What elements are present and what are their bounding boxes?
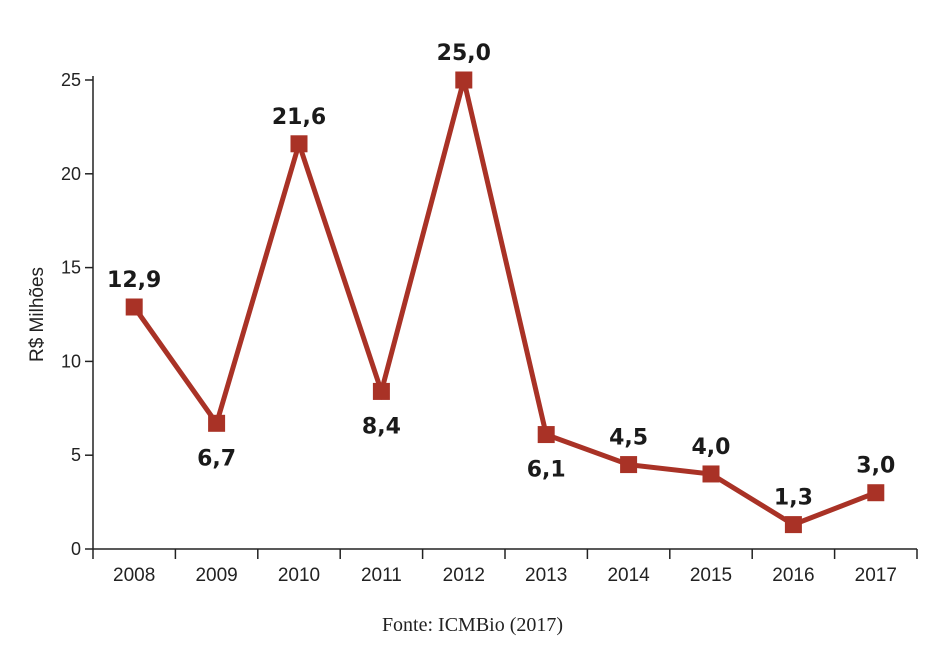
markers-group <box>125 71 885 534</box>
data-label: 4,5 <box>609 426 648 451</box>
data-point-marker <box>290 135 308 153</box>
y-tick-label: 15 <box>61 258 81 278</box>
y-axis-ticks: 0 5 10 15 20 25 <box>61 70 93 559</box>
y-tick-label: 20 <box>61 164 81 184</box>
data-label: 1,3 <box>774 486 813 511</box>
data-label: 3,0 <box>856 454 895 479</box>
data-label: 21,6 <box>272 105 326 130</box>
data-point-marker <box>620 456 638 474</box>
data-label: 4,0 <box>692 435 731 460</box>
x-tick-label: 2013 <box>525 565 567 586</box>
source-note: Fonte: ICMBio (2017) <box>381 614 564 636</box>
x-tick-label: 2015 <box>690 565 732 586</box>
x-tick-label: 2011 <box>361 565 402 586</box>
x-tick-label: 2008 <box>113 565 155 586</box>
series-line <box>132 79 877 528</box>
data-label: 6,1 <box>527 458 566 483</box>
y-tick-label: 0 <box>71 539 81 559</box>
x-tick-label: 2014 <box>607 565 650 586</box>
y-tick-label: 5 <box>71 445 81 465</box>
data-point-marker <box>784 516 802 534</box>
data-label: 12,9 <box>107 268 161 293</box>
x-axis-ticks: 2008 2009 2010 2011 2012 2013 2014 2015 2016 2017 <box>92 549 918 586</box>
y-axis-title: R$ Milhões <box>27 267 48 362</box>
x-tick-label: 2010 <box>278 565 320 586</box>
data-point-marker <box>372 382 390 400</box>
axes <box>92 76 917 550</box>
x-tick-label: 2012 <box>443 565 485 586</box>
y-tick-label: 25 <box>61 70 81 90</box>
x-tick-label: 2009 <box>195 565 237 586</box>
data-point-marker <box>537 426 555 444</box>
series-line-group <box>132 79 877 528</box>
data-labels-group: 12,9 6,7 21,6 8,4 25,0 6,1 4,5 4,0 1,3 3,0 <box>107 41 895 511</box>
x-tick-label: 2017 <box>855 565 897 586</box>
data-point-marker <box>455 71 473 89</box>
data-point-marker <box>867 484 885 502</box>
data-point-marker <box>125 298 143 316</box>
data-point-marker <box>702 465 720 483</box>
data-label: 6,7 <box>197 446 236 471</box>
data-label: 25,0 <box>437 41 491 66</box>
y-tick-label: 10 <box>61 351 81 371</box>
data-label: 8,4 <box>362 414 401 439</box>
x-tick-label: 2016 <box>772 565 814 586</box>
data-point-marker <box>208 414 226 432</box>
